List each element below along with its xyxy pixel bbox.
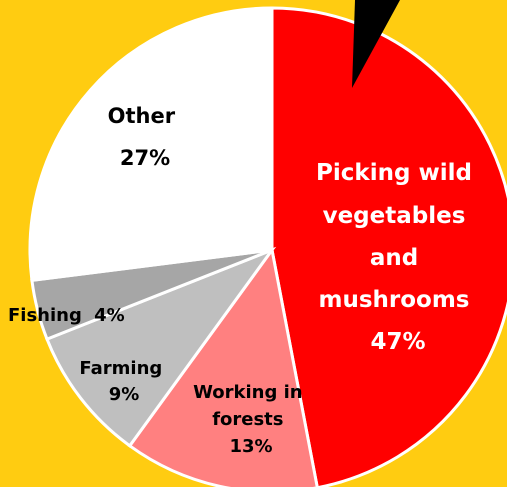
slice-pct-picking: 47%: [370, 329, 425, 355]
pie-slice-other: [28, 6, 274, 283]
slice-label-other: Other 27%: [108, 104, 183, 170]
slice-label-picking: Picking wild vegetables and mushrooms 47…: [316, 160, 480, 355]
slice-pct-other: 27%: [120, 146, 170, 170]
slice-pct-fishing: 4%: [94, 305, 125, 326]
slice-pct-farming: 9%: [109, 384, 140, 405]
pie-slice-forests: [127, 246, 319, 487]
slice-label-farming: Farming 9%: [79, 358, 168, 405]
slice-label-fishing: Fishing 4%: [8, 305, 125, 326]
pie-slice-farming: [45, 246, 277, 448]
callout-pointer: [352, 0, 400, 88]
slice-label-forests: Working in forests 13%: [193, 382, 309, 457]
slice-pct-forests: 13%: [229, 436, 272, 457]
